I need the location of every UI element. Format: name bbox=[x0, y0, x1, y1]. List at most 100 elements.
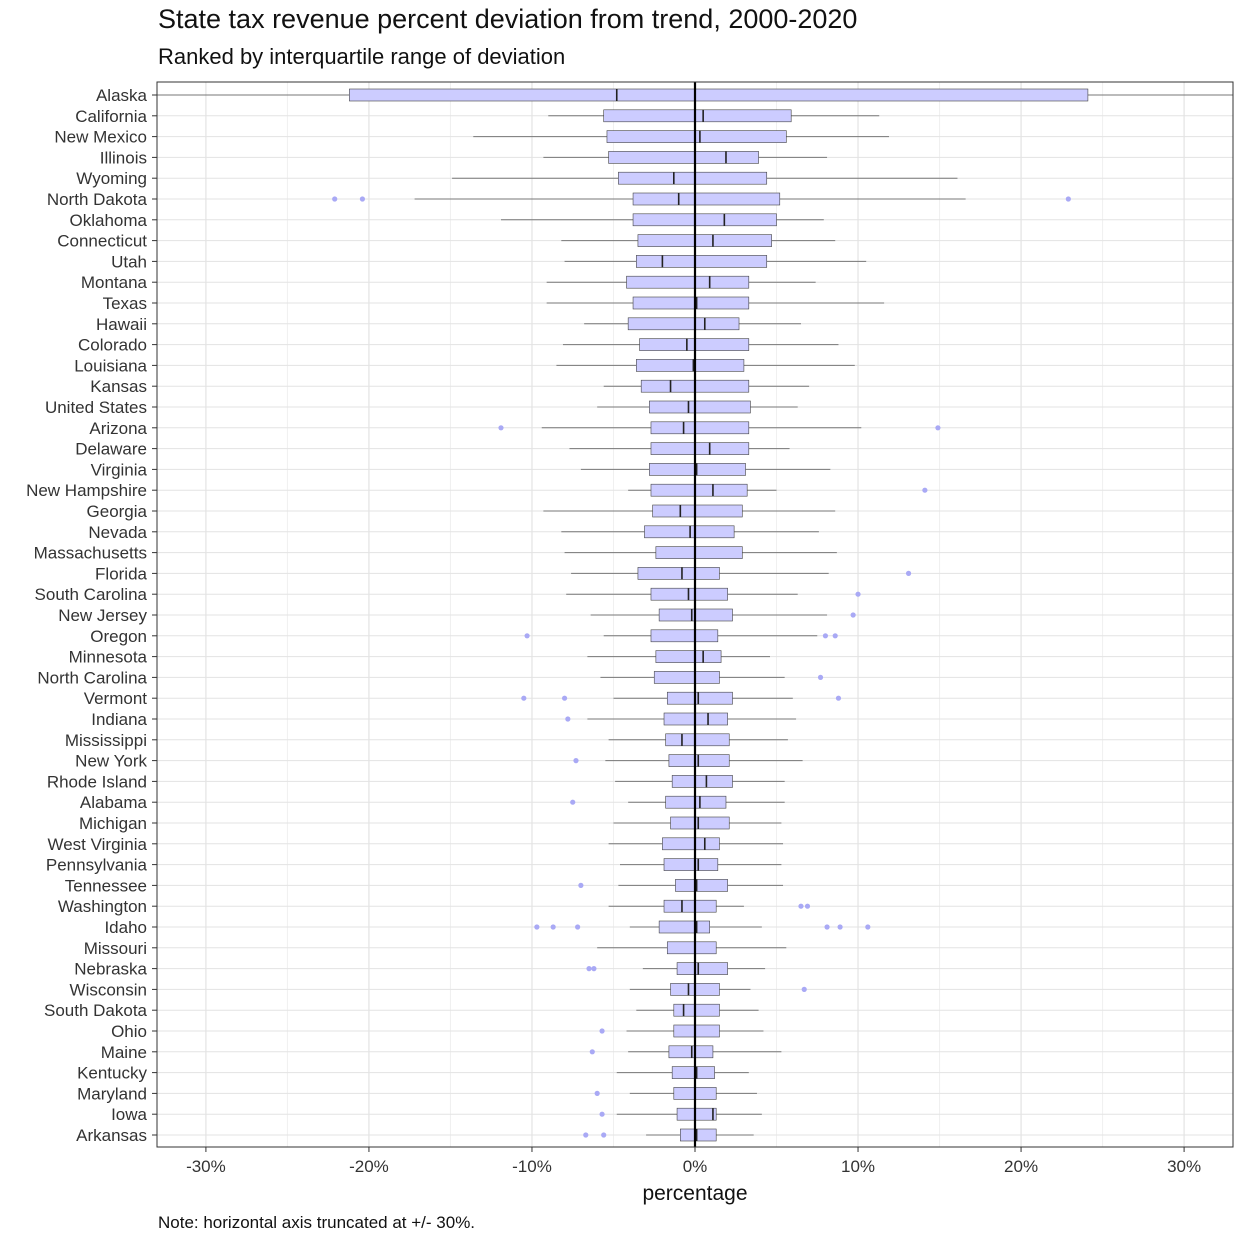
outlier-point bbox=[935, 425, 941, 431]
box-oklahoma bbox=[500, 213, 824, 227]
iqr-box bbox=[663, 858, 719, 871]
box-utah bbox=[564, 255, 867, 268]
box-tennessee bbox=[578, 879, 784, 892]
iqr-box bbox=[673, 1024, 720, 1038]
state-label: Michigan bbox=[79, 814, 147, 833]
outlier-point bbox=[570, 799, 576, 805]
state-label: Pennsylvania bbox=[46, 856, 148, 875]
outlier-point bbox=[524, 633, 530, 639]
state-label: South Dakota bbox=[44, 1001, 148, 1020]
iqr-box bbox=[668, 754, 730, 767]
box-hawaii bbox=[584, 317, 801, 331]
box-connecticut bbox=[561, 234, 836, 247]
box-massachusetts bbox=[564, 546, 837, 559]
iqr-box bbox=[663, 899, 717, 913]
iqr-box bbox=[653, 671, 720, 684]
state-label: North Carolina bbox=[37, 668, 147, 687]
state-label: Georgia bbox=[87, 502, 148, 521]
state-label: Kentucky bbox=[77, 1064, 147, 1083]
iqr-box bbox=[650, 442, 750, 455]
iqr-box bbox=[637, 567, 720, 580]
outlier-point bbox=[601, 1132, 607, 1138]
x-tick-label: 0% bbox=[683, 1157, 708, 1176]
box-idaho bbox=[534, 920, 871, 934]
outlier-point bbox=[822, 633, 829, 639]
box-georgia bbox=[543, 504, 836, 518]
iqr-box bbox=[636, 359, 745, 372]
iqr-box bbox=[606, 130, 787, 143]
box-south-carolina bbox=[566, 587, 861, 601]
state-label: Mississippi bbox=[65, 731, 147, 750]
state-label: Nebraska bbox=[74, 960, 147, 979]
state-label: Iowa bbox=[111, 1105, 147, 1124]
box-pennsylvania bbox=[620, 858, 782, 871]
footnote: Note: horizontal axis truncated at +/- 3… bbox=[158, 1213, 476, 1232]
outlier-point bbox=[798, 903, 804, 909]
state-label: Utah bbox=[111, 252, 147, 271]
state-label: Indiana bbox=[91, 710, 147, 729]
state-label: California bbox=[75, 107, 147, 126]
box-united-states bbox=[597, 400, 798, 414]
state-label: Arkansas bbox=[76, 1126, 147, 1145]
chart-title: State tax revenue percent deviation from… bbox=[158, 4, 858, 34]
state-label: Idaho bbox=[104, 918, 147, 937]
state-label: Delaware bbox=[75, 440, 147, 459]
box-new-jersey bbox=[590, 608, 856, 622]
outlier-point bbox=[575, 924, 581, 930]
outlier-point bbox=[922, 487, 928, 493]
box-delaware bbox=[569, 442, 790, 455]
iqr-box bbox=[637, 234, 772, 247]
outlier-point bbox=[824, 924, 830, 930]
box-kentucky bbox=[616, 1066, 749, 1079]
box-oregon bbox=[524, 629, 838, 643]
iqr-box bbox=[650, 629, 719, 643]
iqr-box bbox=[665, 733, 730, 747]
iqr-box bbox=[649, 400, 751, 414]
outlier-point bbox=[865, 924, 871, 930]
x-tick-label: -10% bbox=[512, 1157, 552, 1176]
box-ohio bbox=[599, 1024, 764, 1038]
box-new-york bbox=[573, 754, 803, 767]
state-label: Wyoming bbox=[76, 169, 147, 188]
iqr-box bbox=[632, 296, 750, 310]
state-label: Tennessee bbox=[65, 876, 147, 895]
box-virginia bbox=[580, 463, 831, 476]
iqr-box bbox=[627, 317, 740, 331]
state-label: New Hampshire bbox=[26, 481, 147, 500]
iqr-box bbox=[650, 483, 748, 497]
state-label: Ohio bbox=[111, 1022, 147, 1041]
iqr-box bbox=[650, 421, 750, 435]
state-label: West Virginia bbox=[47, 835, 147, 854]
outlier-point bbox=[561, 695, 568, 701]
box-mississippi bbox=[608, 733, 788, 747]
outlier-point bbox=[498, 425, 504, 431]
box-arizona bbox=[498, 421, 941, 435]
chart-subtitle: Ranked by interquartile range of deviati… bbox=[158, 44, 566, 69]
iqr-box bbox=[671, 1066, 715, 1079]
iqr-box bbox=[626, 275, 750, 289]
iqr-box bbox=[666, 691, 733, 705]
outlier-point bbox=[573, 758, 579, 764]
outlier-point bbox=[550, 924, 556, 930]
outlier-point bbox=[565, 716, 571, 722]
outlier-point bbox=[832, 633, 838, 639]
box-new-hampshire bbox=[628, 483, 928, 497]
x-tick-label: -20% bbox=[349, 1157, 389, 1176]
box-alaska bbox=[157, 88, 1233, 102]
state-label: Arizona bbox=[89, 419, 147, 438]
iqr-box bbox=[668, 1045, 714, 1059]
x-tick-label: 10% bbox=[841, 1157, 875, 1176]
box-maine bbox=[589, 1045, 782, 1059]
box-north-carolina bbox=[600, 671, 824, 684]
box-nevada bbox=[561, 525, 819, 539]
state-label: Maine bbox=[101, 1043, 147, 1062]
state-label: Washington bbox=[58, 897, 147, 916]
outlier-point bbox=[583, 1132, 589, 1138]
iqr-box bbox=[618, 171, 768, 185]
iqr-box bbox=[671, 775, 733, 788]
state-label: Maryland bbox=[77, 1084, 147, 1103]
state-label: Wisconsin bbox=[70, 980, 147, 999]
iqr-box bbox=[680, 1128, 717, 1142]
state-label: Illinois bbox=[100, 148, 147, 167]
